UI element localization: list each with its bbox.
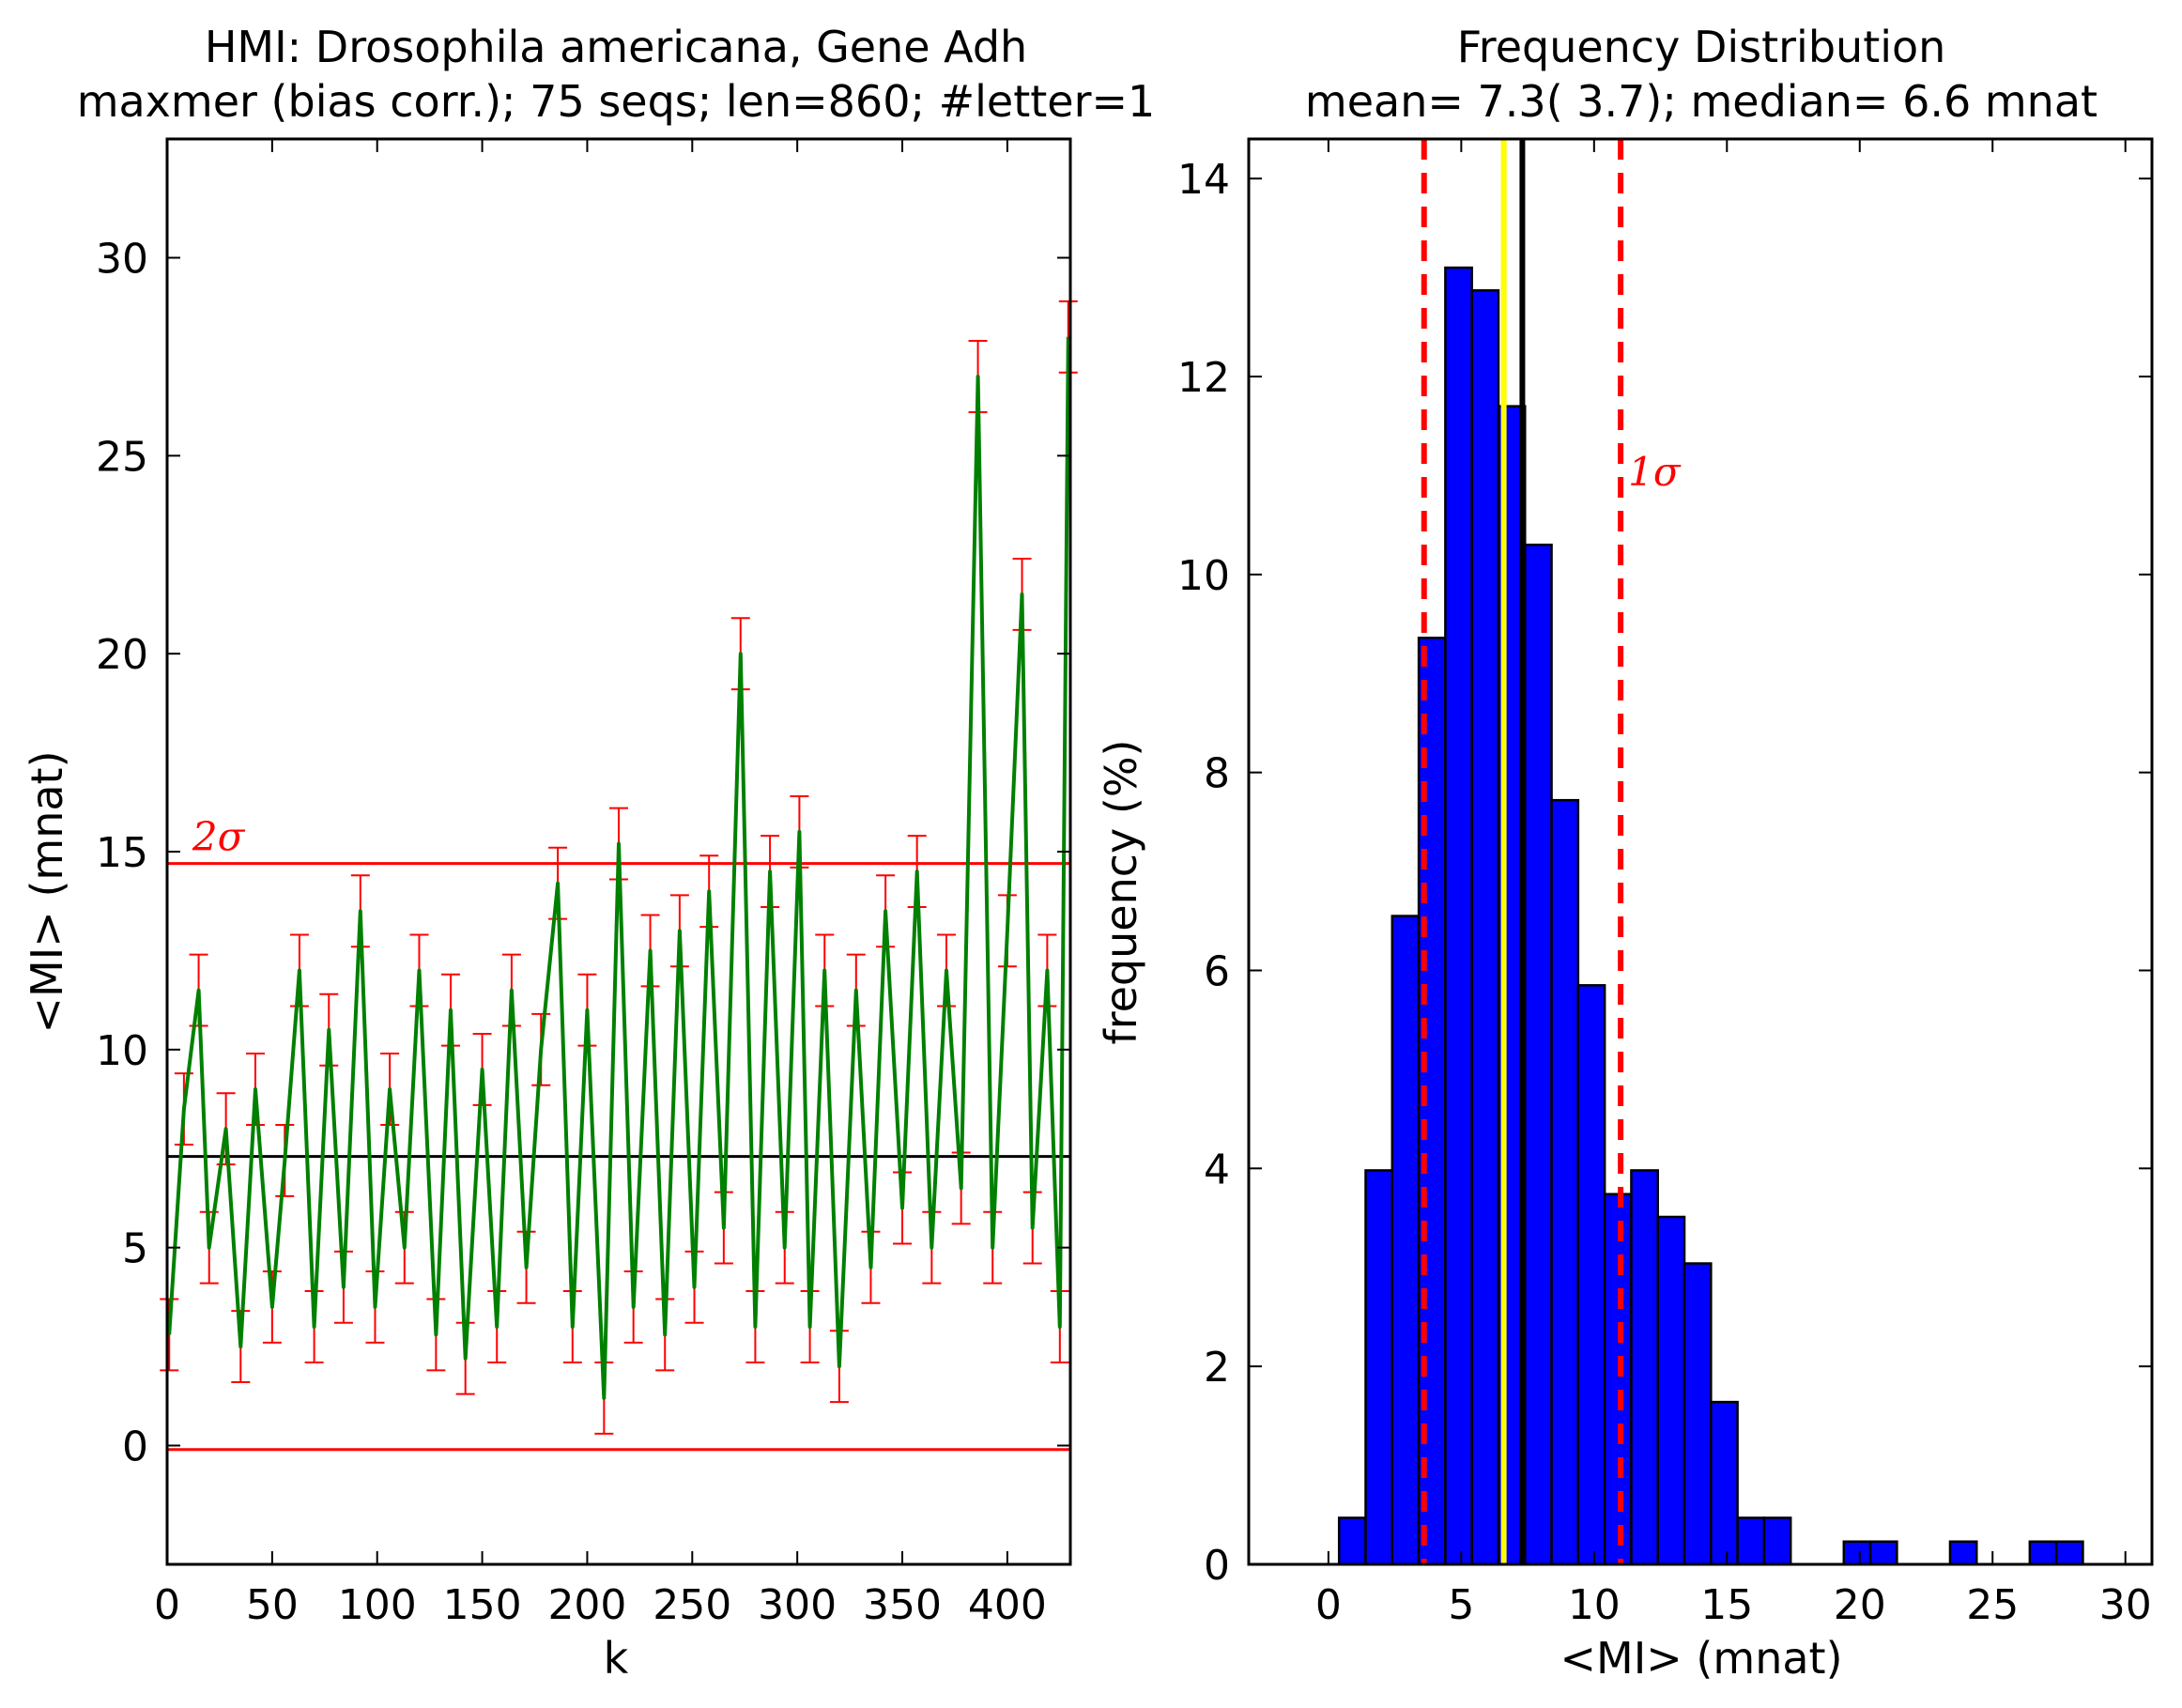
histogram-bar [1444,266,1473,1566]
sigma-label: 1σ [1628,449,1682,495]
right-x-axis-label: <MI> (mnat) [1560,1633,1842,1684]
mi-series-line [167,336,1070,1400]
x-tick-label: 150 [443,1581,522,1629]
histogram-bar [1550,798,1580,1566]
x-tick-label: 0 [154,1581,180,1629]
x-tick-label: 25 [1966,1581,2019,1629]
histogram-bar [1948,1540,1978,1566]
y-tick-label: 25 [96,433,148,481]
x-tick-label: 15 [1700,1581,1753,1629]
x-tick-label: 20 [1834,1581,1886,1629]
left-plot-area: 2σ 0 50 100 150 200 250 300 350 400 0 5 10 15 20 25 30 [96,137,1078,1629]
x-tick-label: 200 [547,1581,626,1629]
histogram-bar [1842,1540,1872,1566]
right-chart-title: Frequency Distribution [1457,22,1946,72]
right-chart-subtitle: mean= 7.3( 3.7); median= 6.6 mnat [1305,76,2097,127]
mi-vs-k-panel: HMI: Drosophila americana, Gene Adh maxm… [22,22,1155,1684]
y-tick-label: 0 [122,1423,148,1471]
histogram-bar [1736,1516,1766,1566]
histogram-bar [1391,915,1421,1566]
x-tick-label: 50 [246,1581,299,1629]
y-tick-label: 10 [1177,552,1230,600]
x-tick-label: 5 [1448,1581,1474,1629]
upper-threshold-label: 2σ [192,814,246,860]
histogram-bar [1337,1516,1367,1566]
y-tick-label: 4 [1204,1146,1230,1193]
x-tick-label: 250 [653,1581,731,1629]
x-tick-label: 10 [1568,1581,1621,1629]
y-tick-label: 20 [96,631,148,679]
x-tick-label: 100 [338,1581,417,1629]
histogram-bar [1470,289,1500,1566]
x-tick-label: 300 [758,1581,837,1629]
histogram-bar [1364,1169,1394,1566]
x-tick-label: 400 [968,1581,1047,1629]
left-chart-subtitle: maxmer (bias corr.); 75 seqs; len=860; #… [77,76,1156,127]
histogram-bar [1576,984,1606,1566]
histogram-bar [1683,1262,1713,1566]
frequency-distribution-panel: Frequency Distribution mean= 7.3( 3.7); … [1096,22,2154,1684]
histogram-bar [1762,1516,1792,1566]
histogram-bar [1868,1540,1898,1566]
y-tick-label: 0 [1204,1542,1230,1590]
right-y-axis-label: frequency (%) [1096,740,1146,1045]
right-plot-area: 1σ 0 5 10 15 20 25 30 0 2 4 6 8 10 12 14 [1177,137,2154,1629]
y-tick-label: 8 [1204,750,1230,798]
x-tick-label: 30 [2099,1581,2152,1629]
y-tick-label: 6 [1204,948,1230,996]
left-x-axis-label: k [604,1633,629,1684]
right-plot-frame [1247,137,2154,1566]
left-chart-title: HMI: Drosophila americana, Gene Adh [205,22,1027,72]
y-tick-label: 15 [96,829,148,877]
histogram-bar [1630,1169,1659,1566]
histogram-bar [2054,1540,2084,1566]
left-y-axis-label: <MI> (mnat) [22,750,72,1033]
y-tick-label: 14 [1177,156,1230,204]
histogram-bar [2028,1540,2058,1566]
histogram-bar [1710,1400,1739,1566]
y-tick-label: 30 [96,236,148,284]
y-tick-label: 12 [1177,354,1230,402]
y-tick-label: 5 [122,1225,148,1273]
y-tick-label: 10 [96,1027,148,1075]
x-tick-label: 0 [1315,1581,1342,1629]
histogram-bar [1656,1215,1686,1566]
x-tick-label: 350 [863,1581,942,1629]
histogram-bar [1524,543,1553,1566]
y-tick-label: 2 [1204,1344,1230,1392]
